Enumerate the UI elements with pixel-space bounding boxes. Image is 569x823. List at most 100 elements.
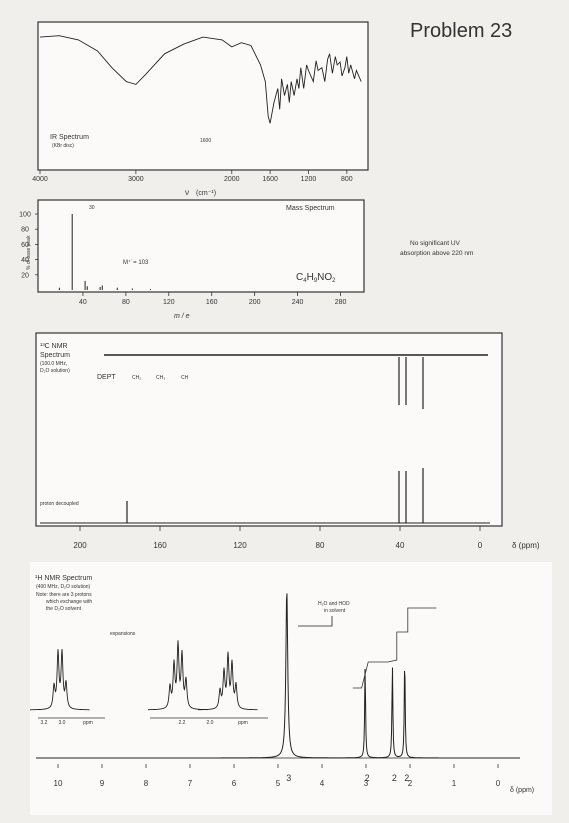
- h1-tick-label: 1: [452, 779, 457, 788]
- solvent-note-1: H₂O and HOD: [318, 601, 350, 607]
- ms-xtick-label: 160: [206, 299, 218, 306]
- expansion-multiplet: [30, 648, 90, 711]
- ms-molecular-ion: M⁺˙= 103: [123, 259, 149, 266]
- h1-tick-label: 10: [54, 779, 63, 788]
- ms-formula: C4H9NO2: [296, 272, 336, 284]
- h1-tick-label: 7: [188, 779, 193, 788]
- ms-frame: [37, 199, 365, 293]
- c13-tick-label: 160: [153, 541, 167, 550]
- ms-xtick-label: 80: [122, 299, 130, 306]
- h1-tick-label: 2: [408, 779, 413, 788]
- dept-term-ch3: CH₃: [156, 375, 165, 381]
- c13-peaks: [126, 468, 424, 523]
- c13-tick-label: 200: [73, 541, 87, 550]
- ir-tick-label: 1200: [301, 176, 317, 183]
- ir-sublabel: (KBr disc): [52, 143, 74, 149]
- c13-frame: [35, 332, 503, 527]
- ir-tick-label: 1600: [262, 176, 278, 183]
- ms-bars: [58, 214, 152, 290]
- h1-integral-label: 2: [392, 773, 397, 783]
- expansions-label: expansions: [110, 631, 136, 637]
- h1-integral-label: 2: [365, 773, 370, 783]
- h1-axis-unit: δ (ppm): [510, 787, 534, 794]
- ms-ticks: 40 80 120 160 200 240 280 20 40 60 80 100: [19, 212, 346, 307]
- h1-tick-label: 6: [232, 779, 237, 788]
- ir-tick-label: 3000: [128, 176, 144, 183]
- h1-expansions: 3.2 3.0 ppm 2.2 2.0 ppm: [30, 640, 268, 726]
- ms-ytick-label: 100: [19, 212, 31, 219]
- ir-label: IR Spectrum: [50, 134, 89, 141]
- h1-note-1: Note: there are 3 protons: [36, 592, 92, 598]
- expansion-tick-label: 2.0: [207, 720, 214, 726]
- c13-tick-label: 120: [233, 541, 247, 550]
- c13-conditions-2: D₂O solution): [40, 368, 70, 374]
- h1-tick-label: 4: [320, 779, 325, 788]
- ms-ytick-label: 60: [21, 242, 29, 249]
- h1-conditions: (400 MHz, D₂O solution): [36, 584, 91, 590]
- ms-xtick-label: 120: [163, 299, 175, 306]
- ir-tick-label: 4000: [32, 176, 48, 183]
- dept-label: DEPT: [97, 374, 116, 381]
- ir-frame: [37, 21, 369, 171]
- expansion-multiplet: [197, 651, 258, 711]
- c13-tick-label: 40: [396, 541, 405, 550]
- c13-ticks: 200 160 120 80 40 0: [73, 526, 483, 550]
- c13-tick-label: 80: [316, 541, 325, 550]
- c13-tick-label: 0: [478, 541, 483, 550]
- expansion-multiplet: [148, 640, 208, 711]
- ms-xtick-label: 240: [292, 299, 304, 306]
- ir-ticks: 4000 3000 2000 1600 1200 800: [32, 170, 353, 183]
- h1-label: ¹H NMR Spectrum: [35, 575, 92, 582]
- expansion-tick-label: 2.2: [179, 720, 186, 726]
- uv-line-2: absorption above 220 nm: [400, 250, 473, 257]
- h1-integral-label: 3: [286, 773, 291, 783]
- ms-label: Mass Spectrum: [286, 205, 335, 212]
- c13-label: ¹³C NMR: [40, 343, 68, 350]
- expansion-tick-label: ppm: [83, 720, 93, 726]
- h1-tick-label: 3: [364, 779, 369, 788]
- ms-base-peak-label: 30: [89, 205, 95, 211]
- ir-trace: [39, 35, 362, 124]
- ir-panel: 4000 3000 2000 1600 1200 800 IR Spectrum (KBr…: [32, 21, 369, 197]
- ms-ylabel: % of base peak: [26, 235, 32, 270]
- ms-xtick-label: 40: [79, 299, 87, 306]
- solvent-note-2: in solvent: [324, 608, 346, 614]
- solvent-arrow: [298, 616, 333, 627]
- h1-tick-label: 5: [276, 779, 281, 788]
- h1-panel: ¹H NMR Spectrum (400 MHz, D₂O solution) …: [30, 562, 552, 815]
- h1-tick-label: 8: [144, 779, 149, 788]
- ms-ytick-label: 40: [21, 257, 29, 264]
- c13-label-2: Spectrum: [40, 352, 70, 359]
- expansion-tick-label: 3.0: [59, 720, 66, 726]
- c13-conditions-1: (100.0 MHz,: [40, 361, 67, 367]
- c13-panel: ¹³C NMR Spectrum (100.0 MHz, D₂O solutio…: [35, 332, 540, 550]
- h1-tick-label: 9: [100, 779, 105, 788]
- ms-ytick-label: 20: [21, 272, 29, 279]
- ir-tick-label: 800: [341, 176, 353, 183]
- expansion-tick-label: ppm: [238, 720, 248, 726]
- dept-term-ch2: CH₂: [132, 375, 141, 381]
- ir-tick-label: 2000: [224, 176, 240, 183]
- ir-xlabel-symbol: ν: [185, 188, 189, 197]
- problem-title: Problem 23: [410, 20, 513, 42]
- decoupled-label: proton decoupled: [40, 501, 79, 507]
- ms-xtick-label: 200: [249, 299, 261, 306]
- h1-tick-label: 0: [496, 779, 501, 788]
- ms-xlabel: m / e: [174, 313, 190, 320]
- h1-integral: [352, 607, 437, 689]
- c13-dept-peaks: [398, 357, 424, 409]
- h1-note-3: the D₂O solvent: [46, 606, 82, 612]
- ms-ytick-label: 80: [21, 227, 29, 234]
- dept-term-ch: CH: [181, 375, 189, 381]
- uv-line-1: No significant UV: [410, 240, 461, 247]
- ms-panel: 40 80 120 160 200 240 280 20 40 60 80 100 % of base…: [19, 199, 365, 320]
- ir-xlabel-unit: (cm⁻¹): [196, 190, 216, 197]
- c13-axis-unit: δ (ppm): [512, 541, 540, 550]
- ir-marker-label: 1600: [200, 138, 211, 144]
- h1-note-2: which exchange with: [46, 599, 92, 605]
- ms-xtick-label: 280: [335, 299, 347, 306]
- h1-ticks: 10 9 8 7 6 5 4 3 2 1 0: [36, 757, 520, 788]
- h1-frame: [30, 562, 552, 815]
